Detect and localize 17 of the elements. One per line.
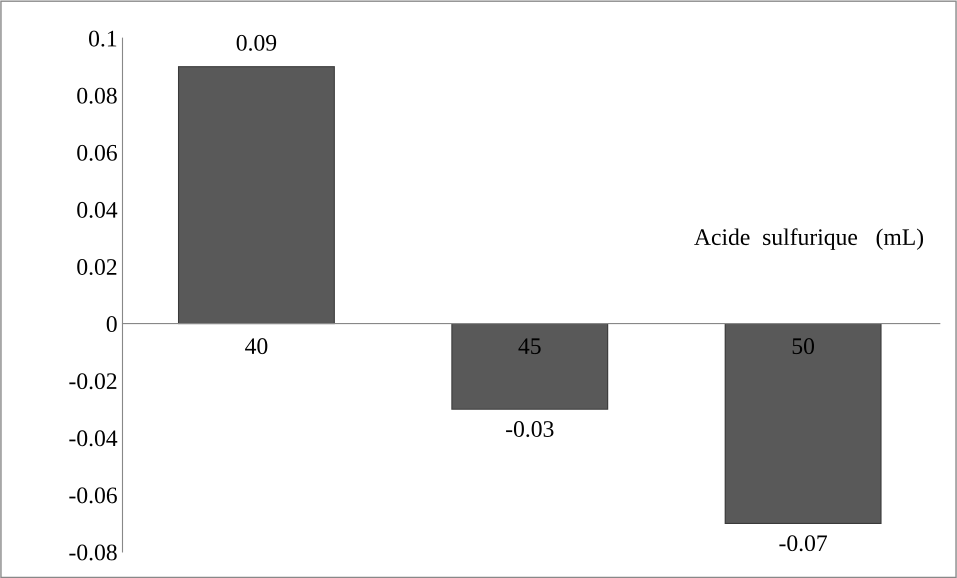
data-label: -0.07 <box>779 535 828 552</box>
y-tick-label: -0.02 <box>69 373 116 390</box>
y-tick-label: 0 <box>106 316 117 332</box>
y-tick-label: 0.02 <box>77 259 116 276</box>
x-axis-title: Acide sulfurique (mL) <box>694 228 924 250</box>
y-tick-label: -0.06 <box>69 487 117 504</box>
y-tick-label: 0.08 <box>77 88 117 104</box>
y-tick-label: -0.04 <box>69 430 118 446</box>
data-label: 0.09 <box>236 34 276 51</box>
y-tick-label: 0.1 <box>89 30 116 47</box>
data-label: -0.03 <box>506 421 554 438</box>
y-tick-label: 0.04 <box>77 202 118 218</box>
y-tick-label: -0.08 <box>69 544 117 561</box>
x-tick-label: 50 <box>792 338 814 354</box>
y-tick-label: 0.06 <box>77 144 117 161</box>
x-tick-label: 40 <box>245 338 268 354</box>
x-tick-label: 45 <box>518 338 541 354</box>
